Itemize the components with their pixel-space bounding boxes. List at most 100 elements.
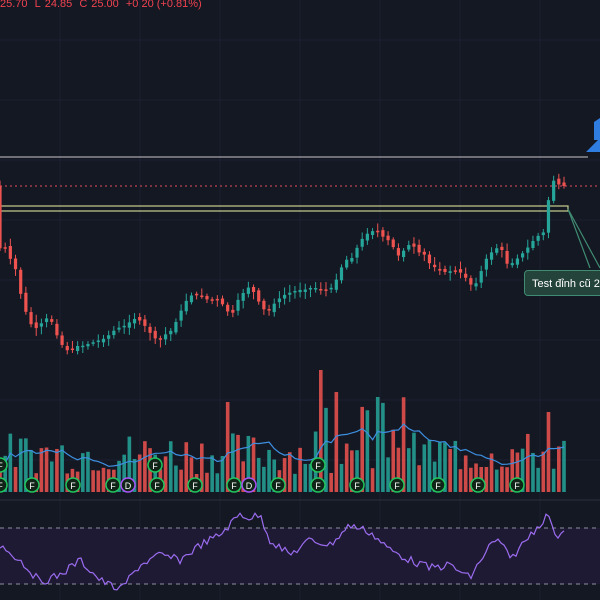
- candle-body: [112, 330, 116, 336]
- volume-bar: [541, 451, 546, 492]
- event-marker[interactable]: F: [310, 457, 326, 473]
- candle-body: [282, 294, 287, 299]
- volume-bar: [86, 451, 90, 492]
- volume-bar: [500, 466, 504, 492]
- candle-body: [184, 300, 188, 312]
- candle-body: [101, 338, 106, 343]
- candle-body: [417, 244, 421, 253]
- candle-body: [246, 287, 250, 294]
- event-marker[interactable]: F: [0, 457, 8, 473]
- volume-bar: [13, 466, 18, 492]
- candle-body: [138, 317, 142, 321]
- event-marker[interactable]: F: [509, 477, 525, 493]
- annotation-callout[interactable]: Test đỉnh cũ 20: [524, 270, 600, 296]
- volume-bar: [350, 450, 354, 492]
- event-marker[interactable]: F: [270, 477, 286, 493]
- candle-body: [562, 182, 566, 186]
- volume-bar: [360, 406, 365, 492]
- event-marker[interactable]: F: [389, 477, 405, 493]
- ohlc-close-label: C: [79, 0, 88, 10]
- candle-body: [422, 251, 426, 255]
- candle-body: [127, 322, 131, 328]
- candle-body: [308, 288, 313, 290]
- volume-bar: [401, 397, 406, 492]
- event-label: F: [0, 461, 3, 471]
- volume-bar: [344, 443, 349, 492]
- volume-bar: [375, 397, 380, 492]
- volume-bar: [262, 466, 266, 492]
- event-marker[interactable]: F: [0, 477, 8, 493]
- volume-bar: [396, 447, 401, 492]
- candle-body: [277, 298, 282, 303]
- volume-bar: [412, 432, 416, 492]
- candle-body: [81, 345, 85, 348]
- event-marker[interactable]: F: [349, 477, 365, 493]
- event-label: F: [29, 481, 35, 491]
- candle-body: [438, 268, 442, 271]
- event-marker[interactable]: F: [310, 477, 326, 493]
- candle-body: [407, 245, 411, 250]
- ohlc-readout: 25.70 L 24.85 C 25.00 +0.20 (+0.81%): [0, 0, 206, 10]
- candle-body: [241, 292, 245, 301]
- candle-body: [541, 232, 545, 236]
- event-marker[interactable]: F: [105, 477, 121, 493]
- volume-bar: [18, 438, 23, 492]
- event-marker[interactable]: D: [120, 477, 136, 493]
- event-label: F: [70, 481, 76, 491]
- candle-body: [158, 338, 163, 340]
- volume-bar: [44, 447, 49, 492]
- candle-body: [132, 318, 137, 324]
- volume-bars: [0, 370, 566, 492]
- volume-bar: [489, 453, 494, 492]
- candle-body: [443, 268, 447, 272]
- event-marker[interactable]: F: [65, 477, 81, 493]
- support-zone[interactable]: [0, 205, 569, 212]
- volume-bar: [184, 442, 189, 492]
- volume-bar: [29, 450, 33, 492]
- event-marker[interactable]: D: [241, 477, 257, 493]
- event-markers[interactable]: FFFFFFFDFFFDFFFFFFF: [0, 457, 525, 493]
- event-marker[interactable]: F: [430, 477, 446, 493]
- event-marker[interactable]: F: [149, 477, 165, 493]
- volume-bar: [381, 402, 385, 492]
- candle-body: [484, 258, 488, 270]
- ohlc-low: 24.85: [44, 0, 73, 10]
- candle-body: [24, 292, 28, 312]
- volume-bar: [117, 460, 121, 492]
- candle-body: [293, 290, 297, 293]
- event-label: F: [394, 481, 400, 491]
- candle-body: [345, 259, 349, 268]
- volume-bar: [355, 450, 359, 492]
- event-marker[interactable]: F: [226, 477, 242, 493]
- volume-bar: [55, 448, 59, 492]
- candle-body: [50, 319, 54, 322]
- volume-bar: [319, 370, 323, 492]
- candle-body: [236, 299, 240, 311]
- candle-body: [220, 298, 225, 305]
- volume-bar: [463, 455, 468, 492]
- event-label: D: [125, 481, 132, 491]
- candle-body: [13, 258, 18, 270]
- event-marker[interactable]: F: [147, 457, 163, 473]
- volume-bar: [153, 454, 158, 492]
- event-label: F: [192, 481, 198, 491]
- volume-bar: [515, 452, 520, 492]
- volume-bar: [458, 469, 463, 492]
- candle-body: [370, 231, 375, 236]
- event-marker[interactable]: F: [24, 477, 40, 493]
- volume-bar: [365, 410, 370, 492]
- volume-bar: [427, 439, 432, 492]
- volume-bar: [469, 467, 473, 492]
- event-marker[interactable]: F: [470, 477, 486, 493]
- candle-body: [526, 247, 530, 253]
- candle-body: [117, 327, 121, 330]
- event-marker[interactable]: F: [187, 477, 203, 493]
- volume-bar: [536, 467, 540, 492]
- candle-body: [65, 346, 69, 351]
- up-arrow-icon: [586, 118, 600, 152]
- volume-bar: [391, 429, 396, 492]
- event-label: F: [514, 481, 520, 491]
- volume-bar: [215, 473, 220, 492]
- volume-moving-average: [0, 423, 565, 471]
